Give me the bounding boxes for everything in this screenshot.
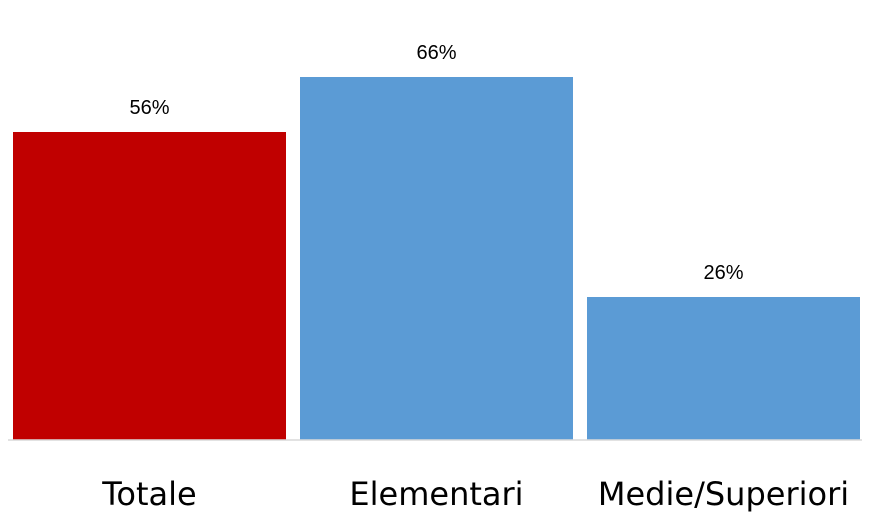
category-label: Totale — [101, 475, 196, 512]
bar-totale — [13, 132, 286, 440]
category-label: Medie/Superiori — [598, 475, 849, 512]
bar-medie-superiori — [587, 297, 860, 440]
bars-layer — [13, 77, 860, 440]
labels-layer: 56% Totale 66% Elementari 26% Medie/Superiori — [101, 42, 849, 512]
data-label: 66% — [416, 42, 456, 64]
data-label: 26% — [703, 262, 743, 284]
bar-elementari — [300, 77, 573, 440]
category-label: Elementari — [349, 475, 523, 512]
data-label: 56% — [129, 97, 169, 119]
